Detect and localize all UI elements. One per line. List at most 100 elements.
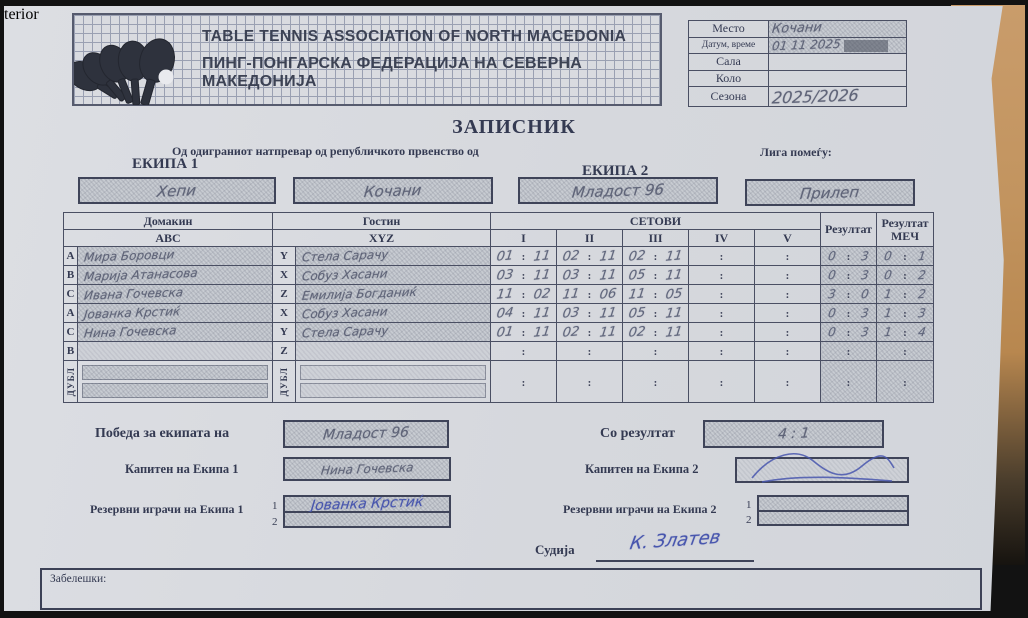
score-label: Со резултат <box>600 426 676 441</box>
guest-pos: Y <box>272 322 296 342</box>
match-info-table: Место Кочани Датум, време 01 11 2025 Сала… <box>688 20 907 107</box>
info-row-round: Коло <box>688 69 907 87</box>
home-player: Марија Атанасова <box>77 265 273 285</box>
home-pos: B <box>63 265 78 285</box>
set5-score <box>754 284 822 304</box>
captain2-label: Капитен на Екипа 2 <box>585 462 699 476</box>
result-header: Резултат <box>820 212 878 247</box>
reserves1-label: Резервни играчи на Екипа 1 <box>90 502 244 516</box>
set5-score <box>754 360 822 403</box>
season-label: Сезона <box>688 86 769 107</box>
info-row-datetime: Датум, време 01 11 2025 <box>688 36 907 54</box>
match-row-4: A Јованка Крстиќ X Собуз Хасани 0411 031… <box>63 303 935 323</box>
match-row-6: B Z <box>63 341 935 361</box>
home-player: Нина Гочевска <box>77 322 273 342</box>
guest-player: Стела Сарачу <box>294 246 492 266</box>
score-box: 4 : 1 <box>703 420 884 448</box>
set2-score: 0311 <box>556 303 624 323</box>
result-cell: 03 <box>820 265 878 285</box>
winner-label: Победа за екипата на <box>95 426 230 441</box>
subtitle: Од одиграниот натпревар од републичкото … <box>172 144 479 158</box>
doubles-row: ДУБЛ ДУБЛ <box>63 360 935 403</box>
home-header: Домакин <box>63 212 273 230</box>
captain1-label: Капитен на Екипа 1 <box>125 462 239 476</box>
captain1-box: Нина Гочевска <box>283 457 451 481</box>
reserve2-line2-box <box>757 511 909 526</box>
captain2-signature <box>751 452 895 483</box>
set3-header: III <box>622 229 690 247</box>
set1-score <box>490 360 558 403</box>
guest-pos: Y <box>272 246 296 266</box>
team1-heading: ЕКИПА 1 <box>132 156 199 172</box>
captain2-box <box>735 452 909 483</box>
guest-player: Стела Сарачу <box>294 322 492 342</box>
set1-score <box>490 341 558 361</box>
guest-player: Емилија Богданиќ <box>294 284 492 304</box>
season-value: 2025/2026 <box>768 86 907 107</box>
set2-score: 0311 <box>556 265 624 285</box>
guest-pos: X <box>272 265 296 285</box>
set5-score <box>754 341 822 361</box>
match-score-cell: 13 <box>876 303 935 323</box>
doubles-home-players <box>77 360 273 403</box>
set5-score <box>754 303 822 323</box>
place-value: Кочани <box>768 20 907 38</box>
home-pos: B <box>63 341 78 361</box>
match-score-cell <box>876 341 935 361</box>
result-cell: 03 <box>820 303 878 323</box>
reserves2-label: Резервни играчи на Екипа 2 <box>563 502 717 516</box>
home-player: Јованка Крстиќ <box>77 303 273 323</box>
home-pos: A <box>63 303 78 323</box>
info-row-hall: Сала <box>688 53 907 71</box>
doubles-label-left: ДУБЛ <box>63 360 78 403</box>
set3-score: 0511 <box>622 303 690 323</box>
guest-code-header: XYZ <box>271 229 492 247</box>
hall-label: Сала <box>688 53 769 71</box>
home-pos: C <box>63 284 78 304</box>
org-title-mk: ПИНГ-ПОНГАРСКА ФЕДЕРАЦИЈА НА СЕВЕРНА МАК… <box>202 55 582 90</box>
reserve1-line1-box: Јованка Крстиќ <box>283 494 451 514</box>
set5-header: V <box>754 229 822 247</box>
set2-score <box>556 341 624 361</box>
guest-pos: Z <box>272 341 296 361</box>
hall-value <box>768 53 907 71</box>
reserve1-line2-box <box>283 512 451 528</box>
table-tennis-paddles-icon <box>74 37 175 105</box>
match-score-cell: 02 <box>876 265 935 285</box>
ball-icon <box>158 69 174 84</box>
guest-player: Собуз Хасани <box>294 303 492 323</box>
home-player <box>77 341 273 361</box>
result-cell <box>820 341 878 361</box>
result-cell: 30 <box>820 284 878 304</box>
set5-score <box>754 246 822 266</box>
set4-score <box>688 284 756 304</box>
org-title-en: TABLE TENNIS ASSOCIATION OF NORTH MACEDO… <box>202 28 627 45</box>
match-row-3: C Ивана Гочевска Z Емилија Богданиќ 1102… <box>63 284 935 304</box>
result-match-header: Резултат МЕЧ <box>876 212 935 247</box>
match-score-cell <box>876 360 935 403</box>
winner-box: Младост 96 <box>283 420 449 448</box>
home-player: Ивана Гочевска <box>77 284 273 304</box>
guest-header: Гостин <box>271 212 492 230</box>
set4-score <box>688 246 756 266</box>
scoresheet-paper: TABLE TENNIS ASSOCIATION OF NORTH MACEDO… <box>4 6 1004 611</box>
team2-heading: ЕКИПА 2 <box>582 163 649 179</box>
team2-name-box: Младост 96 <box>518 177 718 204</box>
match-score-cell: 14 <box>876 322 935 342</box>
doubles-guest-players <box>294 360 492 403</box>
doubles-label-mid: ДУБЛ <box>272 360 296 403</box>
guest-player: Собуз Хасани <box>294 265 492 285</box>
round-label: Коло <box>688 69 769 87</box>
federation-logo-header: TABLE TENNIS ASSOCIATION OF NORTH MACEDO… <box>72 13 662 106</box>
referee-signature: К. Златев <box>596 527 754 562</box>
reserve2-line1-box <box>757 495 909 511</box>
set1-score: 0411 <box>490 303 558 323</box>
info-row-season: Сезона 2025/2026 <box>688 86 907 107</box>
match-row-2: B Марија Атанасова X Собуз Хасани 0311 0… <box>63 265 935 285</box>
match-score-cell: 12 <box>876 284 935 304</box>
home-code-header: АВС <box>63 229 273 247</box>
